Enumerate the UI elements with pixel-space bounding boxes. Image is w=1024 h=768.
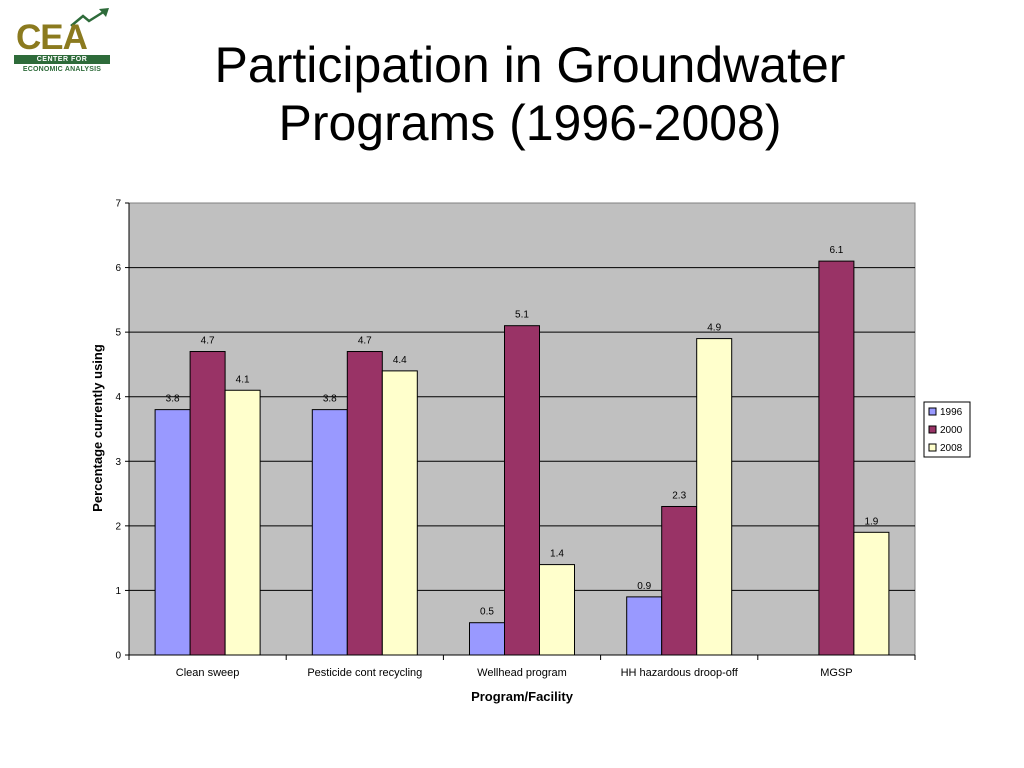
x-tick-label: Clean sweep: [176, 667, 240, 679]
y-tick-label: 3: [115, 457, 121, 468]
x-tick-label: Pesticide cont recycling: [307, 667, 422, 679]
data-label: 3.8: [166, 394, 180, 405]
y-tick-label: 5: [115, 328, 121, 339]
bar: [818, 260, 855, 656]
bar: [346, 351, 383, 656]
cea-logo: CEA CENTER FOR ECONOMIC ANALYSIS: [14, 8, 114, 76]
legend-swatch: [928, 425, 937, 434]
bar: [154, 409, 191, 656]
data-label: 4.1: [236, 374, 250, 385]
data-label: 2.3: [672, 490, 686, 501]
y-tick-label: 7: [115, 199, 121, 210]
title-line-1: Participation in Groundwater: [214, 37, 846, 93]
title-line-2: Programs (1996-2008): [278, 95, 782, 151]
logo-subtitle: ECONOMIC ANALYSIS: [22, 66, 102, 73]
bar: [189, 351, 226, 656]
bar: [853, 531, 890, 656]
legend-swatch: [928, 443, 937, 452]
bar: [696, 338, 733, 656]
legend-label: 2008: [940, 443, 963, 454]
data-label: 4.7: [358, 336, 372, 347]
bar: [626, 596, 663, 656]
y-tick-label: 1: [115, 586, 121, 597]
y-tick-label: 2: [115, 521, 121, 532]
data-label: 0.9: [637, 581, 651, 592]
page-title: Participation in Groundwater Programs (1…: [130, 36, 930, 152]
y-tick-label: 4: [115, 392, 121, 403]
x-axis-title: Program/Facility: [471, 689, 574, 704]
bar: [381, 370, 418, 656]
legend-label: 1996: [940, 407, 963, 418]
bar: [661, 505, 698, 656]
y-tick-label: 6: [115, 263, 121, 274]
bar: [311, 409, 348, 656]
x-tick-label: MGSP: [820, 667, 852, 679]
x-tick-label: HH hazardous droop-off: [621, 667, 739, 679]
data-label: 3.8: [323, 394, 337, 405]
trend-arrow-icon: [70, 8, 109, 27]
bar: [469, 622, 505, 656]
legend-swatch: [928, 407, 937, 416]
logo-letters: CEA: [16, 18, 88, 57]
x-tick-label: Wellhead program: [477, 667, 567, 679]
bar: [504, 325, 540, 656]
bar: [539, 564, 575, 656]
data-label: 1.4: [550, 549, 564, 560]
data-label: 6.1: [829, 245, 843, 256]
legend-label: 2000: [940, 425, 963, 436]
y-tick-label: 0: [115, 651, 121, 662]
data-label: 4.9: [707, 323, 721, 334]
y-axis-title: Percentage currently using: [90, 344, 105, 512]
bar: [224, 389, 261, 656]
data-label: 4.7: [201, 336, 215, 347]
logo-band: CENTER FOR: [14, 55, 110, 64]
data-label: 0.5: [480, 607, 494, 618]
data-label: 1.9: [864, 516, 878, 527]
data-label: 5.1: [515, 310, 529, 321]
data-label: 4.4: [393, 355, 407, 366]
